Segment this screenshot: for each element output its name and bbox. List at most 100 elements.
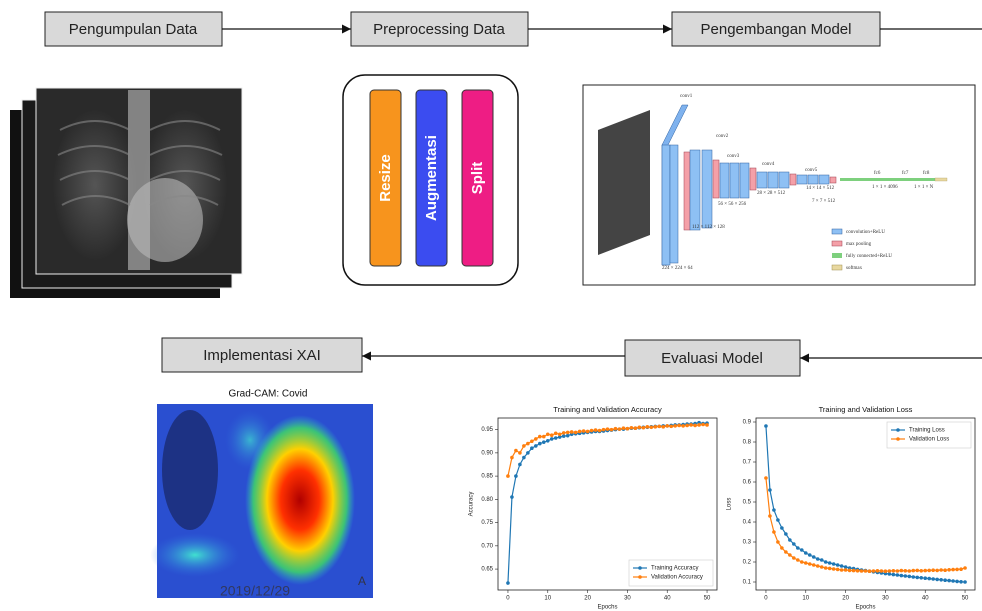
point xyxy=(792,542,796,546)
x-tick-label: 50 xyxy=(704,596,711,602)
point xyxy=(638,425,642,429)
layer xyxy=(702,150,712,228)
point xyxy=(705,423,709,427)
point xyxy=(768,488,772,492)
preprocessing: Resize Augmentasi Split xyxy=(343,75,518,285)
x-tick-label: 0 xyxy=(764,596,768,602)
point xyxy=(598,429,602,433)
point xyxy=(943,568,947,572)
layer xyxy=(768,172,778,188)
stamp: 2019/12/29 xyxy=(220,583,290,599)
point xyxy=(550,437,554,441)
point xyxy=(646,425,650,429)
point xyxy=(812,555,816,559)
point xyxy=(820,558,824,562)
point xyxy=(542,440,546,444)
layer xyxy=(830,177,836,183)
point xyxy=(566,431,570,435)
step-label: Pengembangan Model xyxy=(701,21,852,38)
size-label: 1 × 1 × N xyxy=(914,185,934,190)
step-label: Pengumpulan Data xyxy=(69,21,198,38)
point xyxy=(800,560,804,564)
point xyxy=(776,518,780,522)
point xyxy=(514,449,518,453)
point xyxy=(562,434,566,438)
gradcam: Grad-CAM: Covid 2019/12/29 A xyxy=(150,389,373,599)
point xyxy=(915,576,919,580)
point xyxy=(892,573,896,577)
point xyxy=(574,431,578,435)
legend-swatch xyxy=(832,253,842,258)
point xyxy=(784,532,788,536)
point xyxy=(784,550,788,554)
point xyxy=(959,567,963,571)
point xyxy=(872,569,876,573)
point xyxy=(518,463,522,467)
point xyxy=(764,424,768,428)
point xyxy=(653,425,657,429)
size-label: 14 × 14 × 512 xyxy=(806,186,835,191)
stamp-mark: A xyxy=(358,574,366,588)
point xyxy=(772,508,776,512)
point xyxy=(642,426,646,430)
size-label: 7 × 7 × 512 xyxy=(812,199,836,204)
point xyxy=(816,557,820,561)
x-tick-label: 40 xyxy=(664,596,671,602)
point xyxy=(776,540,780,544)
point xyxy=(812,563,816,567)
point xyxy=(955,568,959,572)
point xyxy=(554,436,558,440)
point xyxy=(836,563,840,567)
layer-label: fc8 xyxy=(923,171,930,176)
point xyxy=(522,444,526,448)
point xyxy=(935,578,939,582)
layer-label: conv2 xyxy=(716,134,729,139)
x-tick-label: 20 xyxy=(584,596,591,602)
y-tick-label: 0.9 xyxy=(743,420,752,426)
point xyxy=(693,424,697,428)
size-label: 112 × 112 × 128 xyxy=(692,225,725,230)
point xyxy=(610,428,614,432)
point xyxy=(892,569,896,573)
point xyxy=(852,569,856,573)
y-tick-label: 0.85 xyxy=(481,474,493,480)
legend-label: Validation Loss xyxy=(909,437,949,443)
point xyxy=(800,548,804,552)
point xyxy=(792,556,796,560)
point xyxy=(685,424,689,428)
point xyxy=(919,569,923,573)
point xyxy=(836,568,840,572)
point xyxy=(951,568,955,572)
point xyxy=(840,564,844,568)
point xyxy=(923,569,927,573)
legend-label: Training Accuracy xyxy=(651,566,698,572)
point xyxy=(594,428,598,432)
legend-swatch xyxy=(832,241,842,246)
prep-label: Split xyxy=(469,162,486,195)
legend-box xyxy=(887,422,971,448)
point xyxy=(840,568,844,572)
point xyxy=(963,566,967,570)
point xyxy=(848,569,852,573)
point xyxy=(856,569,860,573)
point xyxy=(868,569,872,573)
layer xyxy=(670,145,678,263)
point xyxy=(701,423,705,427)
point xyxy=(908,575,912,579)
layer xyxy=(900,178,935,181)
layer xyxy=(790,174,796,185)
layer-label: fc7 xyxy=(902,171,909,176)
point xyxy=(562,431,566,435)
point xyxy=(657,425,661,429)
point xyxy=(904,569,908,573)
point xyxy=(927,577,931,581)
point xyxy=(570,430,574,434)
y-tick-label: 0.1 xyxy=(743,580,752,586)
layer xyxy=(797,175,807,184)
legend-label: Validation Accuracy xyxy=(651,575,703,581)
point xyxy=(880,569,884,573)
point xyxy=(911,575,915,579)
point xyxy=(669,425,673,429)
point xyxy=(697,423,701,427)
point xyxy=(796,558,800,562)
